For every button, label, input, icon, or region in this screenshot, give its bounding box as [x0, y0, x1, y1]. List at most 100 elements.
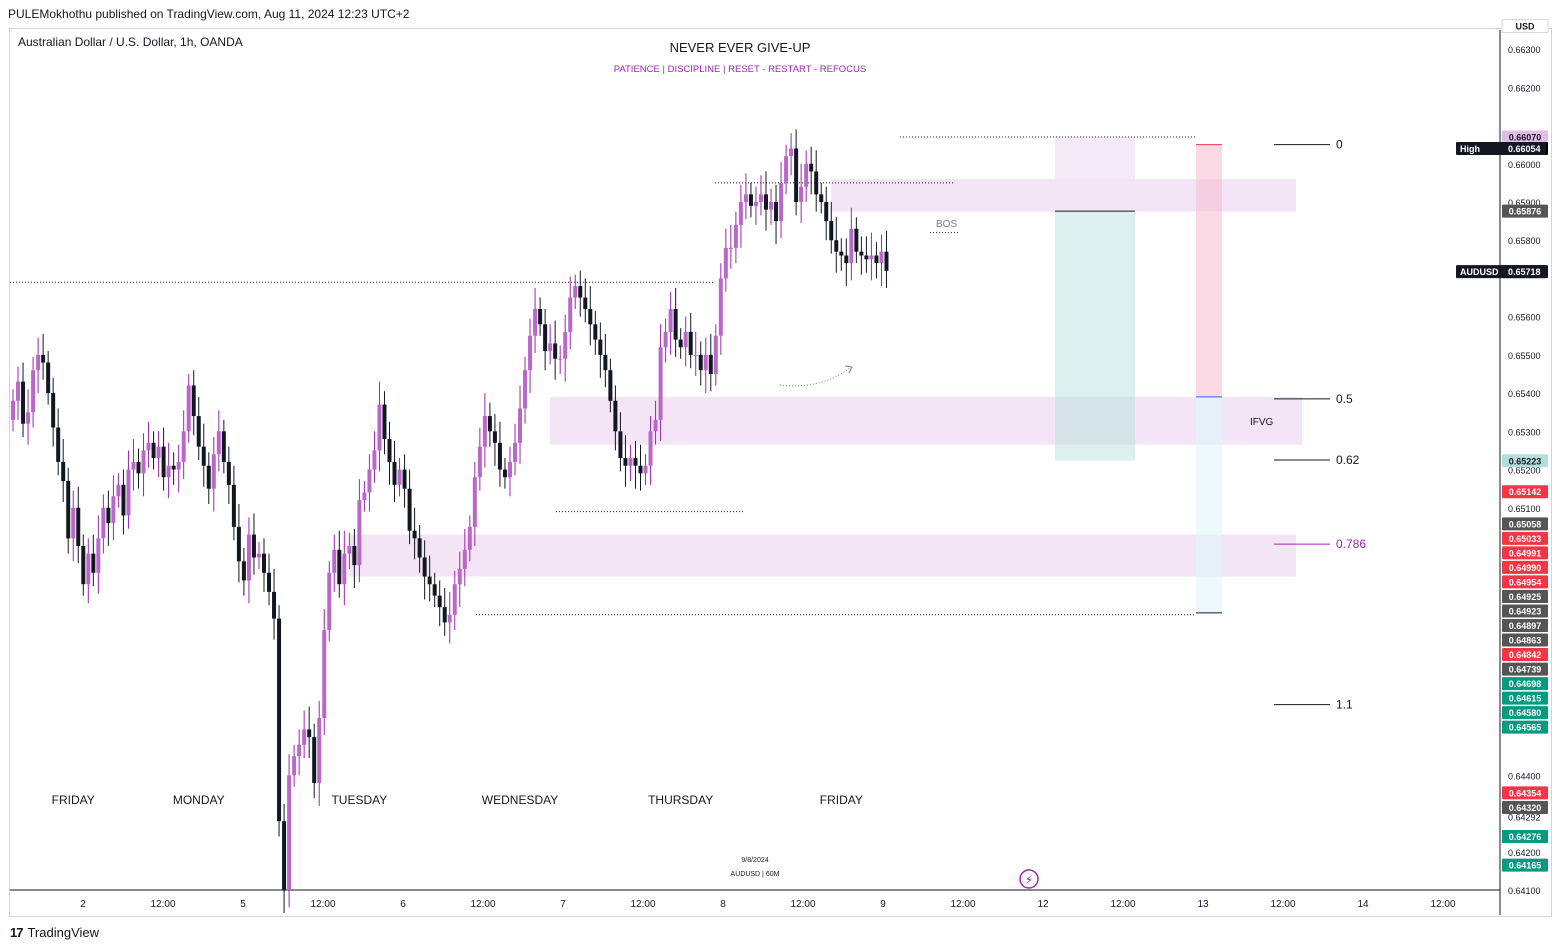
candle-body: [196, 416, 201, 447]
x-tick-label: 7: [560, 899, 566, 910]
price-label-text: 0.65033: [1509, 534, 1542, 544]
x-tick-label: 12: [1037, 899, 1049, 910]
tag-value-audusd: 0.65718: [1508, 267, 1541, 277]
y-tick-label: 0.66000: [1508, 160, 1541, 170]
candle-body: [437, 595, 442, 608]
fib-label-1.1: 1.1: [1336, 698, 1353, 712]
candle-body: [407, 488, 412, 531]
long-position-stop-zone: [1055, 211, 1135, 461]
short-position-stop-zone: [1196, 144, 1222, 397]
candle-body: [553, 343, 558, 359]
candle-body: [824, 202, 829, 222]
chart-headline: NEVER EVER GIVE-UP: [669, 40, 811, 55]
candle-body: [412, 530, 417, 539]
y-tick-label: 0.65600: [1508, 313, 1541, 323]
y-tick-label: 0.65200: [1508, 466, 1541, 476]
x-tick-label: 12:00: [150, 899, 175, 910]
price-label-bg: [1502, 517, 1548, 531]
price-label-text: 0.64354: [1509, 788, 1542, 798]
candle-body: [543, 324, 548, 352]
price-label-bg: [1502, 677, 1548, 691]
price-label-bg: [1502, 130, 1548, 144]
x-tick-label: 12:00: [1430, 899, 1455, 910]
candle-body: [231, 484, 236, 527]
candle-body: [819, 194, 824, 202]
candle-body: [733, 224, 738, 248]
tradingview-brand[interactable]: 17 TradingView: [10, 925, 99, 940]
candle-body: [287, 775, 292, 890]
candle-body: [472, 477, 477, 527]
symbol-title[interactable]: Australian Dollar / U.S. Dollar, 1h, OAN…: [18, 35, 243, 49]
candle-body: [377, 404, 382, 451]
candle-body: [854, 228, 859, 252]
candle-body: [668, 309, 673, 332]
price-label-text: 0.64580: [1509, 708, 1542, 718]
price-label-text: USD: [1515, 22, 1535, 32]
price-label-bg: [1502, 691, 1548, 705]
candle-body: [603, 354, 608, 371]
candle-body: [51, 393, 56, 428]
price-label-text: 0.64954: [1509, 577, 1542, 587]
candle-body: [151, 442, 156, 459]
candle-body: [16, 381, 21, 401]
candle-body: [789, 148, 794, 157]
price-label-bg: [1501, 19, 1549, 34]
candle-body: [86, 553, 91, 585]
candle-body: [723, 247, 728, 279]
y-tick-label: 0.65900: [1508, 198, 1541, 208]
candle-body: [166, 465, 171, 478]
zone-rect-1: [550, 396, 1302, 445]
candle-body: [457, 568, 462, 585]
candle-body: [46, 362, 51, 394]
candle-body: [743, 194, 748, 202]
tag-bg-audusd: [1456, 265, 1546, 279]
fib-label-0.786: 0.786: [1336, 537, 1366, 551]
price-label-text: 0.65223: [1509, 456, 1542, 466]
tradingview-logo-icon: 17: [10, 925, 24, 940]
tag-name-audusd: AUDUSD: [1460, 267, 1499, 277]
candle-body: [804, 163, 809, 187]
candle-body: [267, 572, 272, 592]
candle-body: [277, 618, 282, 822]
price-label-bg: [1502, 706, 1548, 720]
y-tick-label: 0.64292: [1508, 813, 1541, 823]
bos-label: BOS: [936, 219, 957, 230]
candle-body: [497, 442, 502, 470]
price-label-text: 0.64565: [1509, 723, 1542, 733]
candle-body: [317, 718, 322, 783]
candle-body: [91, 553, 96, 573]
fib-label-0: 0: [1336, 138, 1343, 152]
published-by-text: PULEMokhothu published on TradingView.co…: [8, 7, 410, 21]
y-tick-label: 0.65500: [1508, 351, 1541, 361]
candle-body: [417, 538, 422, 558]
x-tick-label: 12:00: [1110, 899, 1135, 910]
candle-body: [216, 431, 221, 455]
candle-body: [583, 297, 588, 310]
price-label-text: 0.64320: [1509, 803, 1542, 813]
day-label-0: FRIDAY: [52, 793, 95, 807]
x-tick-label: 12:00: [950, 899, 975, 910]
y-tick-label: 0.66200: [1508, 83, 1541, 93]
candle-body: [528, 335, 533, 371]
price-label-text: 0.64991: [1509, 548, 1542, 558]
candle-body: [728, 247, 733, 249]
candle-body: [332, 549, 337, 573]
candle-body: [518, 408, 523, 443]
candle-body: [362, 492, 367, 501]
candle-body: [708, 354, 713, 374]
candle-body: [688, 331, 693, 355]
candle-body: [116, 484, 121, 497]
ifvg-label: IFVG: [1250, 417, 1274, 428]
y-tick-label: 0.65400: [1508, 389, 1541, 399]
candle-body: [834, 240, 839, 252]
candle-body: [849, 228, 854, 264]
price-label-text: 0.64615: [1509, 694, 1542, 704]
candle-body: [111, 496, 116, 524]
candle-body: [678, 339, 683, 348]
candle-body: [748, 194, 753, 206]
candle-body: [764, 194, 768, 210]
candle-body: [387, 438, 392, 462]
x-tick-label: 12:00: [630, 899, 655, 910]
candle-body: [282, 821, 287, 890]
